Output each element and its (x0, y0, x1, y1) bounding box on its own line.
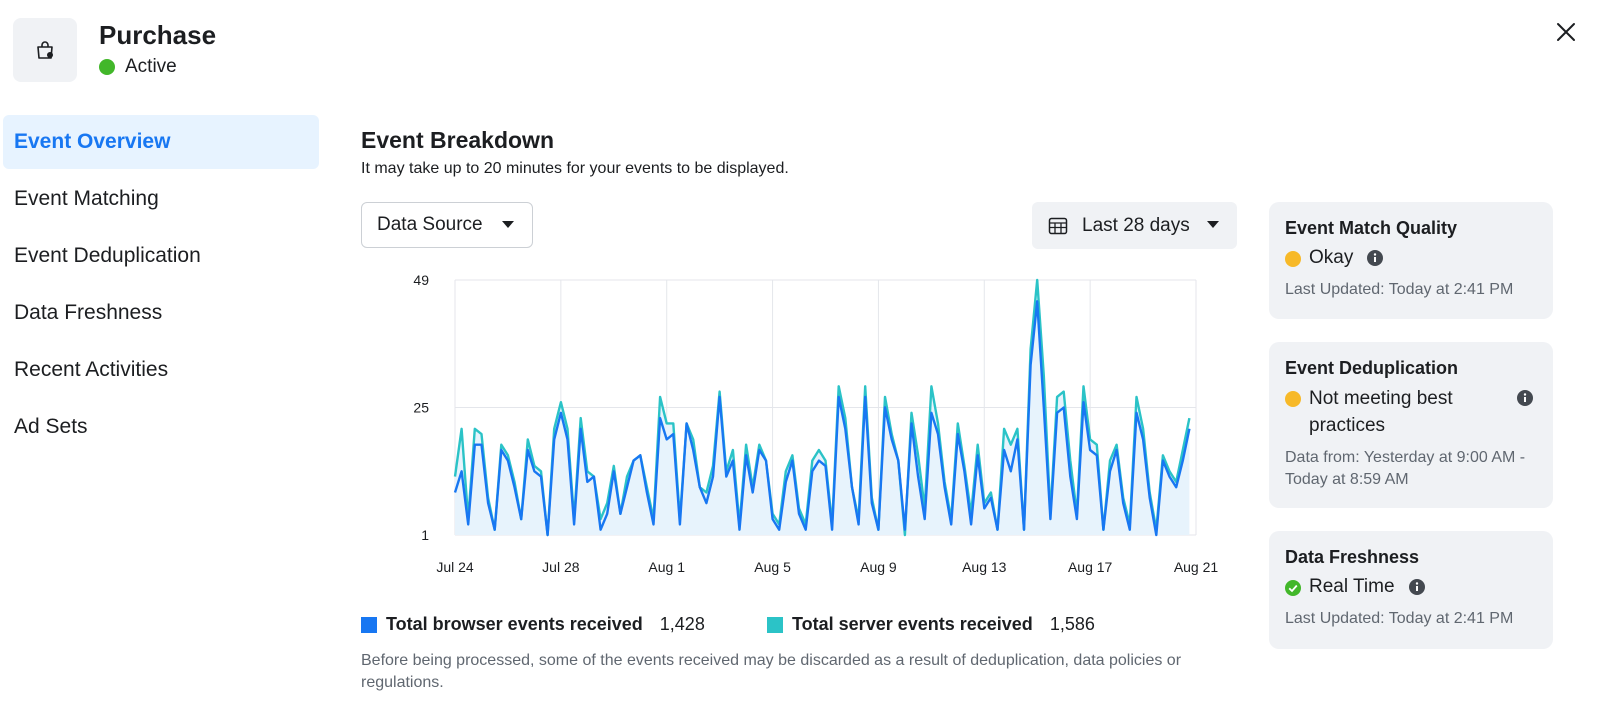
info-icon[interactable] (1408, 579, 1425, 595)
card-status-label: Not meeting best practices (1309, 388, 1453, 436)
section-title: Event Breakdown (361, 127, 554, 153)
series-area (455, 280, 1190, 535)
legend-server: Total server events received 1,586 (767, 614, 1095, 635)
card-status-label: Real Time (1309, 576, 1395, 597)
legend-browser-label: Total browser events received (386, 614, 643, 634)
processing-footnote: Before being processed, some of the even… (361, 652, 1182, 691)
card-status: Okay (1285, 247, 1537, 269)
page-title: Purchase (99, 20, 217, 50)
card-title: Event Match Quality (1285, 218, 1458, 238)
event-deduplication-card: Event Deduplication Not meeting best pra… (1269, 342, 1553, 508)
sidebar-item-data-freshness[interactable]: Data Freshness (14, 301, 163, 324)
y-tick-label: 49 (413, 272, 429, 288)
sidebar-item-ad-sets[interactable]: Ad Sets (14, 415, 88, 438)
legend-server-label: Total server events received (792, 614, 1033, 634)
card-title: Event Deduplication (1285, 358, 1459, 378)
card-title: Data Freshness (1285, 547, 1420, 567)
data-source-dropdown[interactable]: Data Source (361, 202, 533, 248)
legend-browser-swatch (361, 616, 377, 633)
check-circle-icon (1285, 580, 1301, 596)
browser-events-line (453, 300, 1191, 537)
caret-down-icon (1207, 221, 1219, 228)
card-status: Not meeting best practices (1285, 387, 1537, 439)
close-icon[interactable] (1554, 20, 1578, 44)
purchase-event-icon-box (13, 18, 77, 82)
warning-dot-icon (1285, 391, 1301, 407)
x-tick-label: Aug 9 (860, 559, 897, 575)
legend-server-value: 1,586 (1049, 614, 1095, 634)
status-label: Active (125, 56, 177, 77)
shopping-bag-icon (37, 41, 53, 59)
y-tick-label: 25 (413, 400, 429, 416)
card-meta: Last Updated: Today at 2:41 PM (1285, 610, 1514, 627)
date-range-dropdown[interactable]: Last 28 days (1032, 202, 1237, 249)
status-dot (99, 59, 115, 75)
x-tick-label: Aug 21 (1174, 559, 1219, 575)
caret-down-icon (502, 221, 514, 228)
card-meta: Last Updated: Today at 2:41 PM (1285, 281, 1514, 298)
sidebar-nav: Event Overview Event Matching Event Dedu… (3, 115, 319, 457)
info-icon[interactable] (1367, 250, 1384, 266)
warning-dot-icon (1285, 251, 1301, 267)
card-status: Real Time (1285, 576, 1537, 598)
calendar-icon (1048, 217, 1068, 234)
x-tick-label: Jul 24 (436, 559, 474, 575)
card-status-label: Okay (1309, 247, 1354, 268)
status-badge: Active (99, 56, 177, 78)
section-subtitle: It may take up to 20 minutes for your ev… (361, 160, 789, 177)
legend-browser-value: 1,428 (659, 614, 705, 634)
sidebar-item-event-overview[interactable]: Event Overview (3, 115, 319, 169)
info-icon[interactable] (1517, 390, 1533, 406)
x-tick-label: Aug 13 (962, 559, 1007, 575)
card-meta: Data from: Yesterday at 9:00 AM - Today … (1285, 449, 1526, 488)
y-tick-label: 1 (421, 527, 429, 543)
x-tick-label: Aug 17 (1068, 559, 1113, 575)
x-tick-label: Jul 28 (542, 559, 580, 575)
data-freshness-card: Data Freshness Real Time Last Updated: T… (1269, 531, 1553, 649)
x-tick-label: Aug 1 (648, 559, 685, 575)
event-match-quality-card: Event Match Quality Okay Last Updated: T… (1269, 202, 1553, 319)
data-source-label: Data Source (377, 214, 483, 235)
legend-server-swatch (767, 616, 783, 633)
x-tick-label: Aug 5 (754, 559, 791, 575)
sidebar-item-event-matching[interactable]: Event Matching (14, 187, 159, 210)
event-breakdown-chart: Jul 24 Jul 28 Aug 1 Aug 5 Aug 9 Aug 13 Aug 17 A… (413, 272, 1219, 575)
legend-browser: Total browser events received 1,428 (361, 614, 705, 635)
date-range-label: Last 28 days (1082, 214, 1190, 236)
sidebar-item-recent-activities[interactable]: Recent Activities (14, 358, 169, 381)
sidebar-item-event-deduplication[interactable]: Event Deduplication (14, 244, 201, 267)
